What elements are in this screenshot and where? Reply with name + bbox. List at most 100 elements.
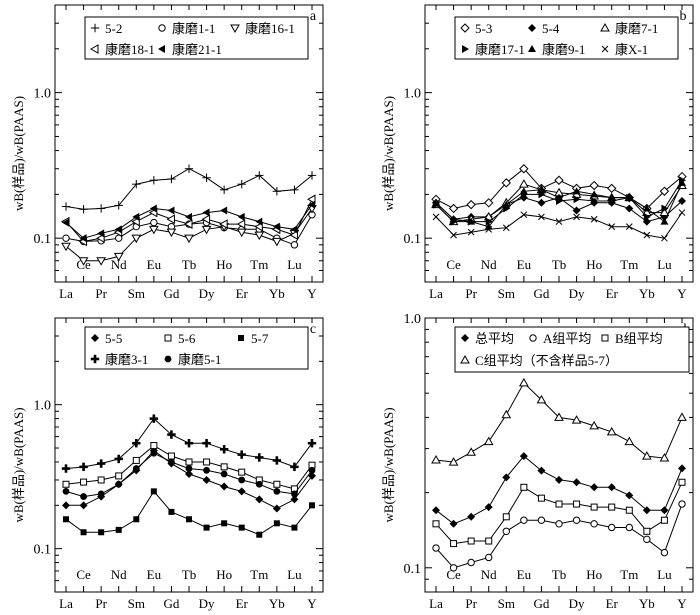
x-tick-label: Lu [287, 257, 302, 272]
data-point [238, 468, 246, 476]
data-point [290, 241, 299, 249]
x-tick-label: Pr [465, 286, 477, 301]
x-tick-label: Dy [199, 286, 215, 301]
data-point [432, 520, 440, 528]
data-point [114, 225, 122, 234]
data-point [660, 217, 669, 225]
data-point [291, 490, 298, 498]
x-tick-label: Gd [163, 596, 179, 611]
data-point [484, 198, 494, 208]
data-point [502, 473, 511, 482]
data-point [237, 212, 245, 221]
x-tick-label: La [59, 286, 73, 301]
data-point [202, 208, 210, 217]
data-point [466, 447, 477, 456]
x-tick-label: Sm [498, 596, 515, 611]
data-point [572, 206, 581, 215]
data-point [96, 204, 106, 213]
data-point [131, 234, 142, 244]
data-point [555, 193, 563, 201]
data-point [289, 230, 298, 240]
legend-label: 康磨17-1 [475, 42, 525, 57]
data-point [642, 204, 651, 212]
legend-label: 康磨7-1 [615, 21, 658, 36]
y-tick-label: 0.1 [34, 232, 52, 247]
legend-item: 5-3 [460, 21, 492, 36]
data-point [625, 223, 633, 231]
data-point [168, 508, 175, 515]
data-point [220, 470, 228, 478]
data-point [255, 480, 263, 488]
data-point [114, 454, 123, 464]
data-point [467, 217, 476, 225]
series-line [65, 168, 313, 210]
legend-item: 康磨16-1 [230, 21, 295, 36]
data-point [308, 466, 316, 474]
legend-item: 康X-1 [601, 42, 648, 57]
x-tick-label: Tb [552, 567, 566, 582]
data-point [537, 185, 546, 193]
legend-marker [91, 334, 99, 342]
data-point [149, 176, 159, 185]
data-point [643, 231, 651, 239]
data-point [520, 211, 528, 219]
data-point [272, 504, 281, 513]
legend-label: A组平均 [543, 331, 591, 346]
data-point [132, 179, 141, 189]
series-总平均 [432, 452, 686, 528]
legend-marker [230, 24, 240, 34]
data-point [237, 179, 246, 189]
data-point [624, 436, 635, 446]
data-point [306, 194, 316, 205]
data-point [78, 257, 89, 266]
panel-label: a [310, 9, 317, 24]
legend-label: 5-2 [105, 21, 122, 36]
data-point [203, 458, 211, 466]
x-tick-label: Ce [446, 257, 461, 272]
data-point [467, 228, 475, 236]
x-tick-label: Nd [481, 257, 497, 272]
x-tick-label: Tm [250, 257, 268, 272]
legend-marker [460, 354, 470, 364]
data-point [219, 185, 229, 194]
x-tick-label: Gd [163, 286, 179, 301]
data-point [501, 409, 512, 419]
data-point [432, 198, 440, 206]
data-point [184, 439, 194, 448]
x-tick-label: Dy [569, 286, 585, 301]
data-point [221, 520, 228, 527]
legend-box [84, 16, 309, 60]
series-康磨3-1 [61, 414, 317, 473]
y-axis-label: wB(样品)/wB(PAAS) [381, 96, 396, 211]
series-5-6 [62, 442, 316, 493]
data-point [625, 523, 633, 532]
x-tick-label: Sm [128, 286, 145, 301]
legend-item: 康磨18-1 [89, 42, 155, 57]
data-point [133, 516, 140, 523]
series-C组平均-不含样品5-7 [431, 377, 687, 466]
data-point [571, 415, 582, 424]
data-point [113, 252, 124, 262]
data-point [432, 213, 440, 221]
legend-box [454, 326, 690, 373]
data-point [659, 207, 670, 217]
legend-item: 总平均 [461, 331, 514, 346]
data-point [555, 218, 563, 225]
legend-item: 康磨1-1 [158, 21, 215, 36]
legend-label: 康X-1 [615, 42, 648, 57]
data-point [290, 495, 299, 504]
x-tick-label: Yb [269, 286, 285, 301]
data-point [132, 212, 140, 221]
x-tick-label: Eu [147, 567, 162, 582]
data-point [149, 204, 157, 213]
data-point [62, 487, 70, 495]
data-point [238, 524, 245, 531]
x-tick-label: Gd [533, 596, 549, 611]
x-tick-label: La [429, 286, 443, 301]
data-point [536, 394, 547, 404]
data-point [255, 217, 263, 226]
data-point [98, 529, 105, 536]
data-point [537, 494, 545, 502]
data-point [519, 452, 528, 461]
